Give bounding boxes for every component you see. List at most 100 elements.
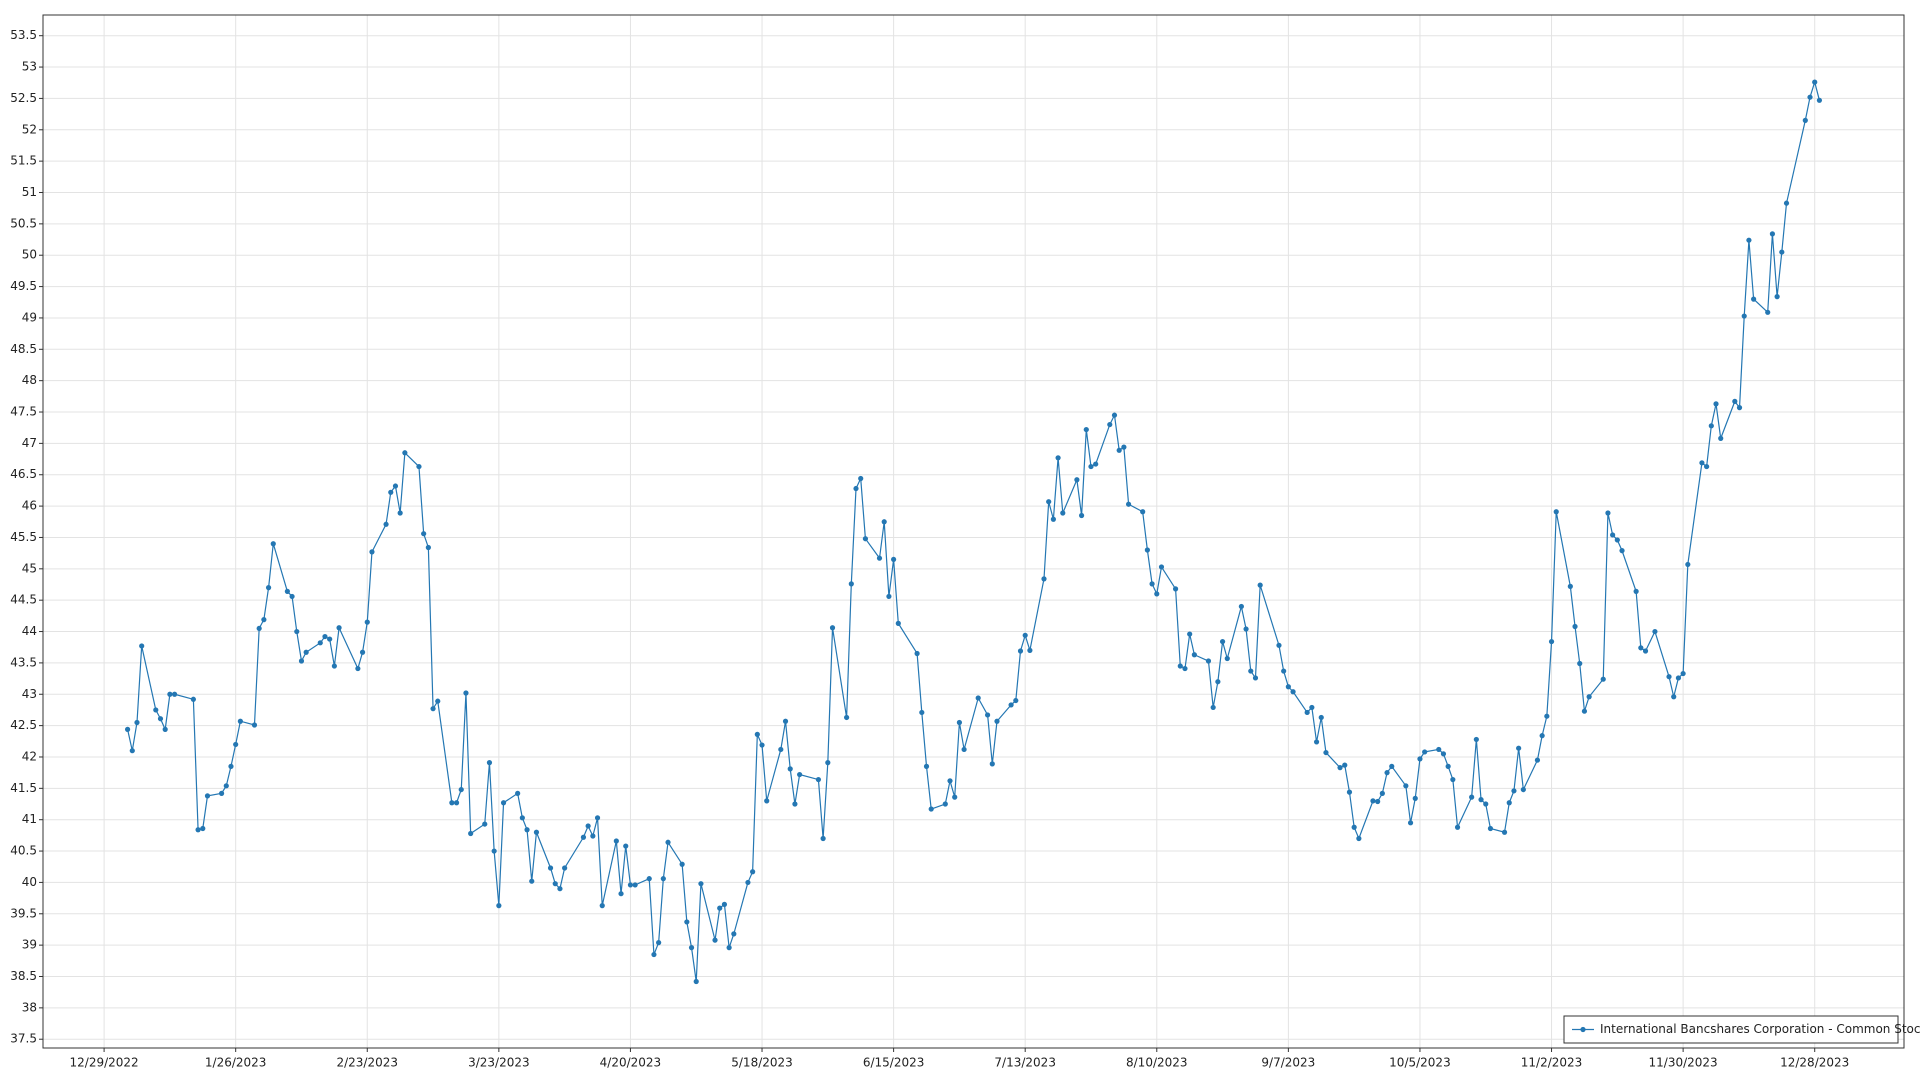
data-point bbox=[1605, 510, 1611, 516]
legend: International Bancshares Corporation - C… bbox=[1563, 1015, 1920, 1044]
data-point bbox=[139, 643, 145, 649]
data-point bbox=[1483, 801, 1489, 807]
data-point bbox=[1577, 660, 1583, 667]
data-point bbox=[1487, 825, 1494, 832]
data-point bbox=[693, 978, 699, 985]
data-point bbox=[585, 823, 591, 829]
data-point bbox=[623, 843, 629, 849]
data-point bbox=[1074, 477, 1080, 483]
data-point bbox=[1276, 642, 1282, 648]
data-point bbox=[646, 876, 652, 882]
data-point bbox=[261, 617, 267, 623]
data-point bbox=[1685, 561, 1691, 568]
data-point bbox=[1107, 421, 1113, 428]
data-point bbox=[1149, 581, 1155, 587]
data-point bbox=[1440, 751, 1447, 757]
data-point bbox=[228, 763, 234, 769]
data-point bbox=[1111, 412, 1118, 418]
legend-box bbox=[1563, 1015, 1899, 1044]
data-point bbox=[416, 463, 422, 470]
data-point bbox=[1718, 435, 1724, 441]
data-point bbox=[844, 714, 850, 721]
data-point bbox=[270, 541, 276, 547]
data-point bbox=[359, 649, 366, 655]
data-point bbox=[204, 793, 211, 799]
data-point bbox=[468, 830, 474, 837]
data-point bbox=[233, 741, 239, 748]
data-point bbox=[327, 636, 333, 642]
data-point bbox=[590, 833, 596, 839]
data-point bbox=[1215, 679, 1221, 685]
data-point bbox=[392, 483, 399, 489]
data-point bbox=[919, 709, 925, 716]
grid bbox=[43, 15, 1904, 1048]
data-point bbox=[557, 886, 563, 892]
data-point bbox=[787, 766, 793, 772]
data-point bbox=[331, 663, 337, 669]
data-point bbox=[195, 827, 201, 833]
data-point bbox=[665, 839, 671, 845]
y-tick-label: 38 bbox=[22, 1000, 37, 1014]
plot-frame bbox=[42, 14, 1905, 1049]
y-tick-label: 41 bbox=[22, 812, 37, 826]
data-point bbox=[698, 881, 704, 887]
data-point bbox=[1812, 79, 1818, 85]
data-point bbox=[1671, 694, 1677, 700]
data-point bbox=[1046, 499, 1052, 505]
data-point bbox=[317, 640, 323, 646]
data-point bbox=[402, 450, 408, 456]
y-tick-label: 45.5 bbox=[10, 530, 37, 544]
data-point bbox=[524, 827, 530, 833]
data-point bbox=[1534, 757, 1541, 763]
data-point bbox=[1436, 746, 1442, 753]
data-point bbox=[1252, 675, 1259, 681]
data-point bbox=[383, 521, 389, 527]
data-point bbox=[1219, 638, 1226, 645]
data-point bbox=[547, 865, 554, 871]
data-point bbox=[1187, 631, 1193, 637]
data-point bbox=[500, 800, 507, 806]
data-point bbox=[1154, 591, 1160, 597]
data-point bbox=[1210, 704, 1216, 711]
data-point bbox=[1041, 576, 1047, 582]
data-point bbox=[1619, 548, 1625, 554]
x-tick-label: 7/13/2023 bbox=[994, 1056, 1056, 1070]
data-point bbox=[580, 834, 587, 840]
data-point bbox=[1375, 798, 1381, 805]
data-point bbox=[1389, 763, 1395, 769]
data-point bbox=[1652, 628, 1658, 635]
data-point bbox=[223, 783, 229, 789]
data-point bbox=[1055, 455, 1061, 461]
data-point bbox=[717, 905, 723, 911]
data-point bbox=[1379, 790, 1385, 796]
data-point bbox=[989, 761, 995, 767]
y-tick-label: 44.5 bbox=[10, 593, 37, 607]
x-tick-label: 5/18/2023 bbox=[731, 1056, 793, 1070]
data-point bbox=[1290, 689, 1296, 695]
data-point bbox=[1351, 824, 1357, 830]
data-point bbox=[656, 940, 662, 946]
data-point bbox=[632, 882, 638, 888]
data-point bbox=[599, 903, 605, 909]
x-tick-label: 8/10/2023 bbox=[1126, 1056, 1188, 1070]
data-point bbox=[1384, 770, 1390, 776]
data-point bbox=[322, 633, 328, 640]
y-tick-label: 39 bbox=[22, 938, 37, 952]
data-point bbox=[1017, 648, 1024, 654]
x-tick-label: 9/7/2023 bbox=[1261, 1056, 1315, 1070]
data-point bbox=[1548, 638, 1555, 645]
data-point bbox=[1445, 763, 1451, 769]
data-point bbox=[881, 519, 887, 525]
data-point bbox=[1586, 694, 1592, 700]
y-tick-label: 51.5 bbox=[10, 154, 37, 168]
data-point bbox=[1224, 655, 1230, 662]
data-point bbox=[1506, 800, 1512, 806]
data-point bbox=[1191, 652, 1197, 658]
data-point bbox=[491, 848, 497, 854]
data-point bbox=[1553, 509, 1559, 515]
y-tick-label: 47.5 bbox=[10, 405, 37, 419]
data-point bbox=[1060, 510, 1066, 516]
data-point bbox=[421, 531, 427, 537]
data-point bbox=[1610, 532, 1616, 538]
x-tick-label: 12/28/2023 bbox=[1780, 1056, 1849, 1070]
